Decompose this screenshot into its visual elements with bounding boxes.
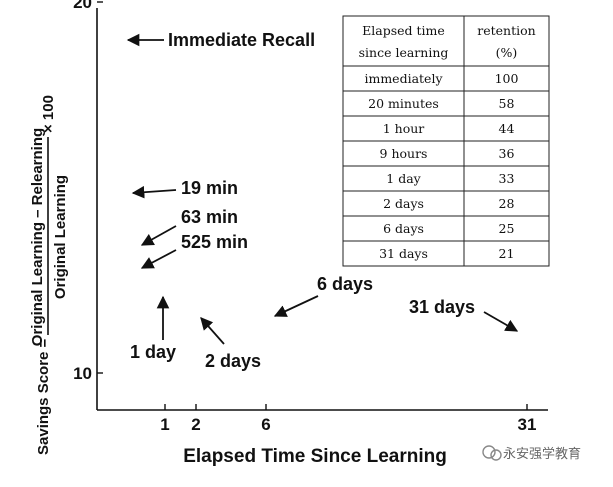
annotation-label: 1 day (130, 342, 176, 362)
annotation-label: 6 days (317, 274, 373, 294)
table-cell: 31 days (379, 246, 428, 261)
watermark-text: 永安强学教育 (503, 446, 581, 462)
table-cell: 44 (499, 121, 515, 136)
table-cell: immediately (364, 71, 443, 86)
table-header: (%) (496, 45, 518, 60)
annotation-arrow (483, 311, 519, 332)
table-cell: 33 (499, 171, 515, 186)
y-axis-label-numerator: Original Learning – Relearning (29, 128, 46, 346)
y-axis-label-denominator: Original Learning (52, 175, 69, 299)
y-axis-label: Savings Score =Original Learning – Relea… (29, 95, 69, 455)
table-cell: 6 days (383, 221, 424, 236)
table-cell: 58 (499, 96, 515, 111)
table-header: retention (477, 23, 535, 38)
annotation-label: 525 min (181, 232, 248, 252)
table-cell: 2 days (383, 196, 424, 211)
annotation-label: 2 days (205, 351, 261, 371)
table-cell: 1 hour (383, 121, 425, 136)
x-tick-label: 1 (160, 415, 169, 434)
table-cell: 20 minutes (368, 96, 439, 111)
y-tick-label: 10 (73, 364, 92, 383)
annotation-arrow (140, 249, 177, 269)
annotation-arrow (131, 185, 177, 199)
annotation-label: 31 days (409, 297, 475, 317)
table-cell: 100 (495, 71, 519, 86)
table-cell: 9 hours (380, 146, 428, 161)
annotation-arrow (273, 295, 319, 317)
table-cell: 25 (499, 221, 515, 236)
table-cell: 36 (499, 146, 515, 161)
annotation-arrow (200, 317, 225, 345)
annotation-label: 63 min (181, 207, 238, 227)
x-axis-label: Elapsed Time Since Learning (183, 446, 447, 467)
annotation-label: 19 min (181, 178, 238, 198)
table-header: since learning (359, 45, 449, 60)
table-cell: 21 (499, 246, 515, 261)
annotation-label: Immediate Recall (168, 30, 315, 50)
table-header: Elapsed time (362, 23, 445, 38)
table-cell: 28 (499, 196, 515, 211)
y-axis-label-suffix: × 100 (40, 95, 57, 133)
x-tick-label: 2 (191, 415, 200, 434)
x-tick-label: 6 (261, 415, 270, 434)
y-axis-label-prefix: Savings Score = (35, 338, 52, 455)
wechat-icon (482, 445, 502, 461)
y-tick-label: 20 (73, 0, 92, 12)
table-cell: 1 day (386, 171, 421, 186)
x-tick-label: 31 (518, 415, 537, 434)
annotation-arrow (140, 225, 177, 246)
